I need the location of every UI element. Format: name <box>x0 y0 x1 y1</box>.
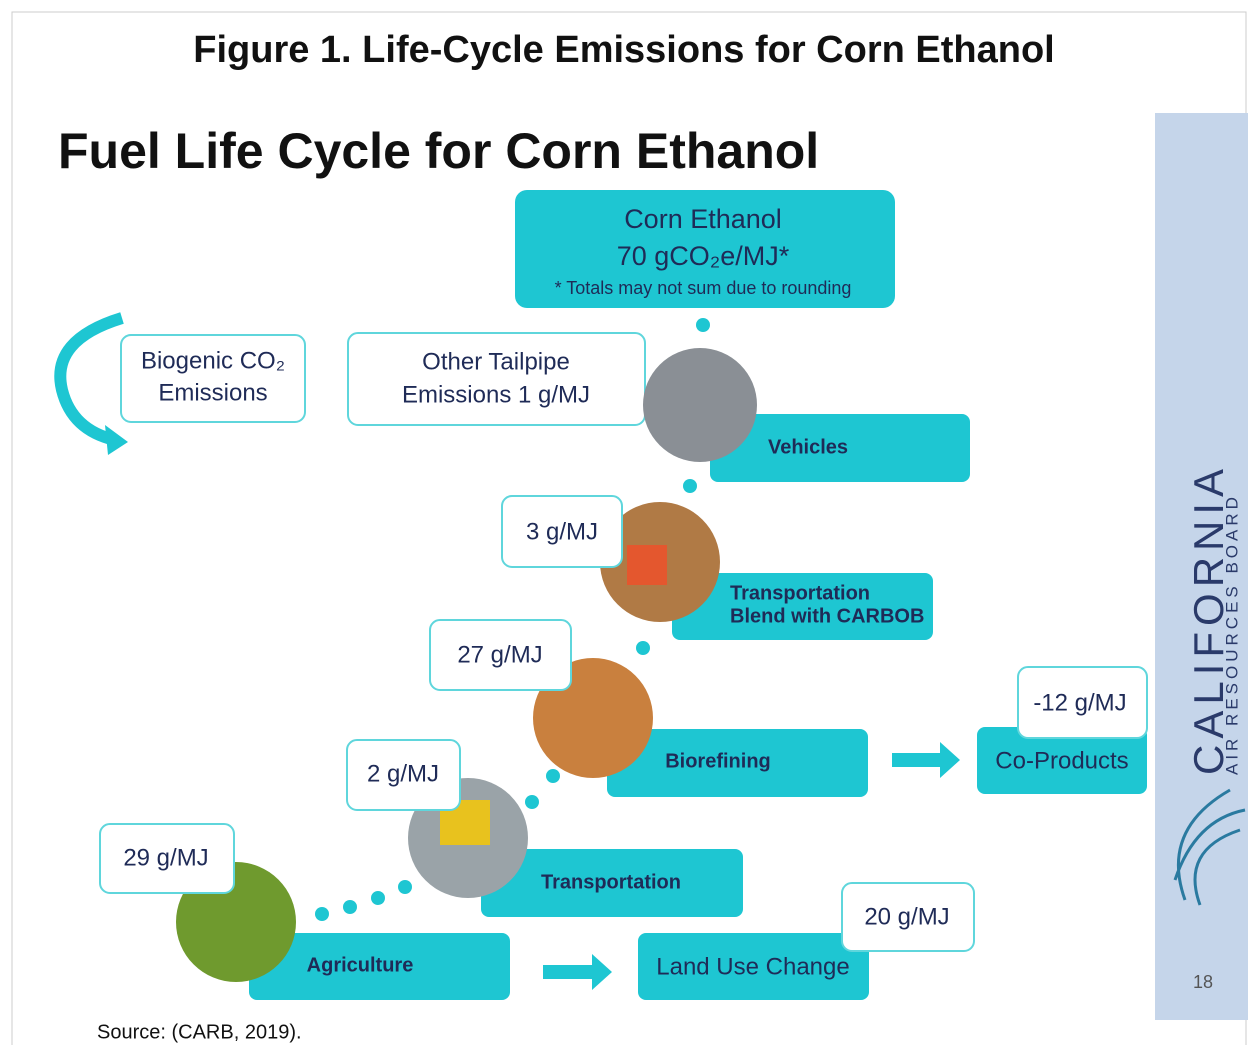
biogenic-label: Emissions <box>158 379 267 406</box>
figure: Figure 1. Life-Cycle Emissions for Corn … <box>0 0 1248 1045</box>
land-use-name: Land Use Change <box>656 953 849 980</box>
label-box <box>348 333 645 425</box>
photo-detail <box>627 545 667 585</box>
slide-heading: Fuel Life Cycle for Corn Ethanol <box>58 123 819 179</box>
stage-name: Agriculture <box>307 954 414 976</box>
tailpipe-label: Other Tailpipe <box>422 348 570 375</box>
source: Source: (CARB, 2019). <box>97 1021 302 1043</box>
arrow-head <box>105 425 128 455</box>
co-products-emissions: -12 g/MJ <box>1033 689 1126 716</box>
stage-name: Transportation <box>730 582 870 604</box>
total-name: Corn Ethanol <box>624 204 782 234</box>
arrow <box>543 954 612 990</box>
land-use-emissions: 20 g/MJ <box>864 903 949 930</box>
stage-emissions: 3 g/MJ <box>526 518 598 545</box>
stage-name: Blend with CARBOB <box>730 605 924 627</box>
stage-emissions: 29 g/MJ <box>123 844 208 871</box>
stage-photo <box>643 348 757 462</box>
page: Figure 1. Life-Cycle Emissions for Corn … <box>0 0 1248 1045</box>
co-products-name: Co-Products <box>995 747 1128 774</box>
page-number: 18 <box>1193 972 1213 992</box>
figure-title: Figure 1. Life-Cycle Emissions for Corn … <box>193 29 1054 71</box>
logo-subtitle: AIR RESOURCES BOARD <box>1222 493 1241 775</box>
cycle-arrow <box>60 318 122 440</box>
arrow <box>892 742 960 778</box>
tailpipe-label: Emissions 1 g/MJ <box>402 381 590 408</box>
stage-name: Vehicles <box>768 436 848 458</box>
stage-emissions: 27 g/MJ <box>457 641 542 668</box>
total-note: * Totals may not sum due to rounding <box>555 278 852 298</box>
total-value: 70 gCO₂e/MJ* <box>617 241 790 271</box>
stage-name: Transportation <box>541 871 681 893</box>
biogenic-label: Biogenic CO₂ <box>141 347 285 374</box>
stage-emissions: 2 g/MJ <box>367 760 439 787</box>
stage-name: Biorefining <box>665 750 771 772</box>
